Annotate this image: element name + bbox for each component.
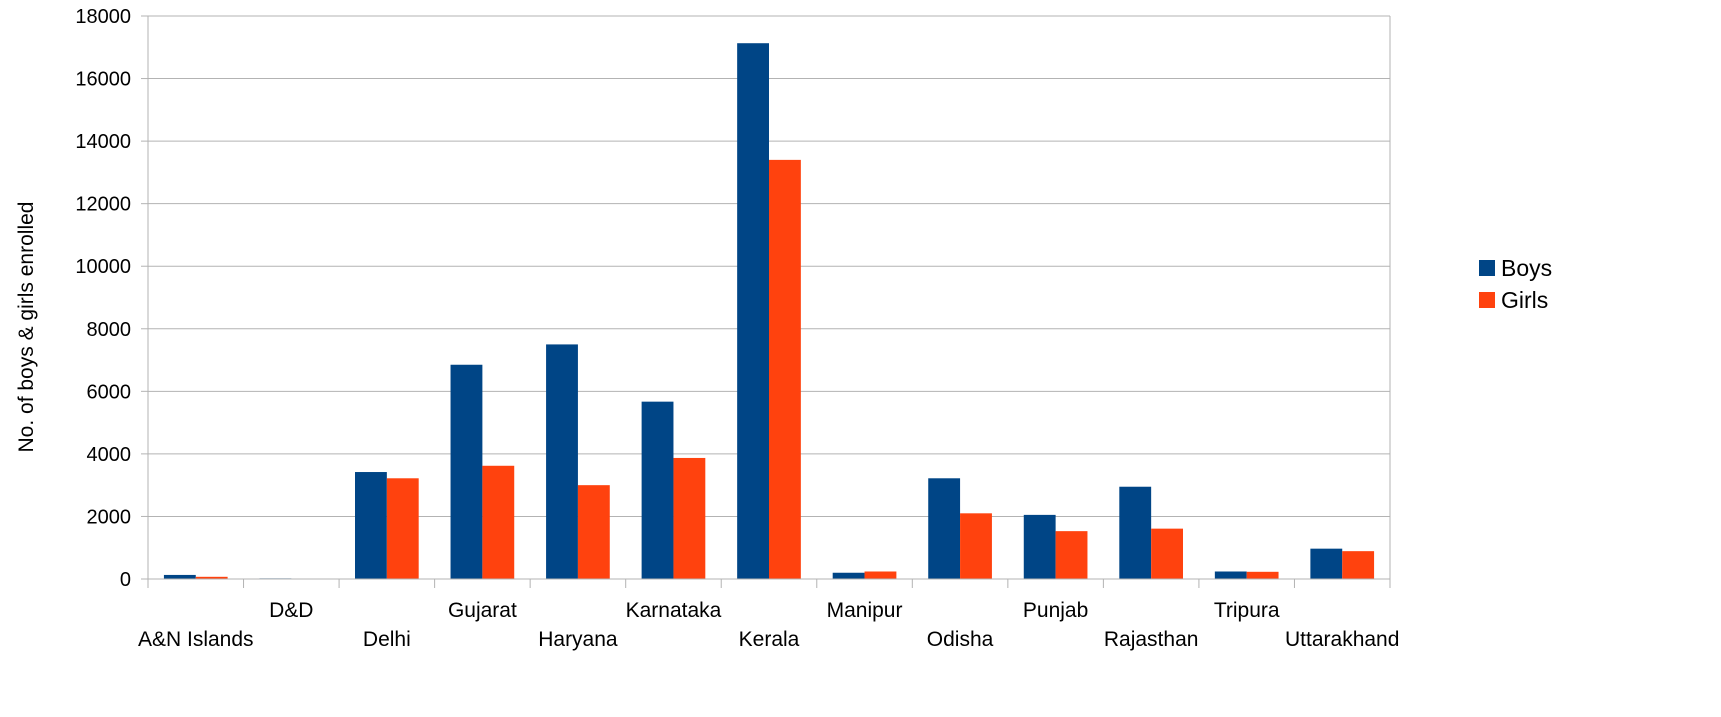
bar-girls [1055, 531, 1088, 579]
y-tick-labels: 0 2000 4000 6000 8000 10000 12000 14000 16000 180… [75, 6, 131, 591]
legend-label-girls: Girls [1501, 287, 1548, 313]
x-category-label: Punjab [1023, 599, 1088, 622]
y-tick-label: 16000 [75, 69, 131, 91]
bar-boys [832, 572, 865, 579]
x-category-labels: A&N Islands D&D Delhi Gujarat Haryana Karnata… [138, 599, 1399, 651]
bar-boys [450, 364, 483, 579]
bar-girls [1246, 571, 1279, 579]
y-tick-label: 8000 [87, 319, 132, 341]
bar-girls [386, 478, 419, 579]
bar-boys [355, 472, 387, 579]
y-tick-label: 12000 [75, 194, 131, 216]
y-tick-label: 14000 [75, 131, 131, 153]
x-category-label: Gujarat [448, 599, 517, 622]
x-category-label: Kerala [739, 628, 800, 651]
bar-girls [195, 576, 228, 579]
x-category-label: Haryana [538, 628, 618, 651]
bar-boys [1310, 548, 1343, 579]
legend: Boys Girls [1479, 255, 1552, 313]
y-tick-label: 6000 [87, 381, 132, 403]
x-category-label: Karnataka [626, 599, 722, 622]
x-category-label: Delhi [363, 628, 411, 651]
bar-girls [577, 485, 610, 579]
bars [163, 43, 1375, 579]
bar-boys [546, 344, 578, 579]
x-axis-ticks [147, 579, 1391, 588]
bar-girls [769, 159, 801, 579]
bar-boys [928, 478, 961, 579]
bar-girls [1151, 528, 1183, 579]
bar-girls [1342, 551, 1375, 579]
y-tick-label: 18000 [75, 6, 131, 28]
legend-swatch-boys [1479, 260, 1495, 276]
y-axis-ticks [141, 15, 148, 580]
bar-boys [1023, 514, 1056, 579]
legend-label-boys: Boys [1501, 255, 1552, 281]
x-category-label: Rajasthan [1104, 628, 1199, 651]
bar-boys [1214, 571, 1247, 579]
y-tick-label: 0 [120, 569, 131, 591]
y-tick-label: 4000 [87, 444, 132, 466]
legend-swatch-girls [1479, 292, 1495, 308]
y-tick-label: 2000 [87, 506, 132, 528]
y-axis-title: No. of boys & girls enrolled [15, 202, 38, 453]
x-category-label: Manipur [827, 599, 903, 622]
bar-boys [737, 43, 769, 579]
bar-girls [673, 457, 706, 579]
bar-girls [960, 513, 992, 579]
bar-boys [641, 401, 674, 579]
x-category-label: D&D [269, 599, 313, 622]
bar-boys [1119, 486, 1152, 579]
bar-boys [163, 574, 196, 579]
x-category-label: Tripura [1214, 599, 1280, 622]
x-category-label: Odisha [927, 628, 994, 651]
y-tick-label: 10000 [75, 256, 131, 278]
x-category-label: A&N Islands [138, 628, 254, 651]
x-category-label: Uttarakhand [1285, 628, 1399, 651]
bar-girls [482, 465, 515, 579]
bar-girls [864, 571, 897, 579]
